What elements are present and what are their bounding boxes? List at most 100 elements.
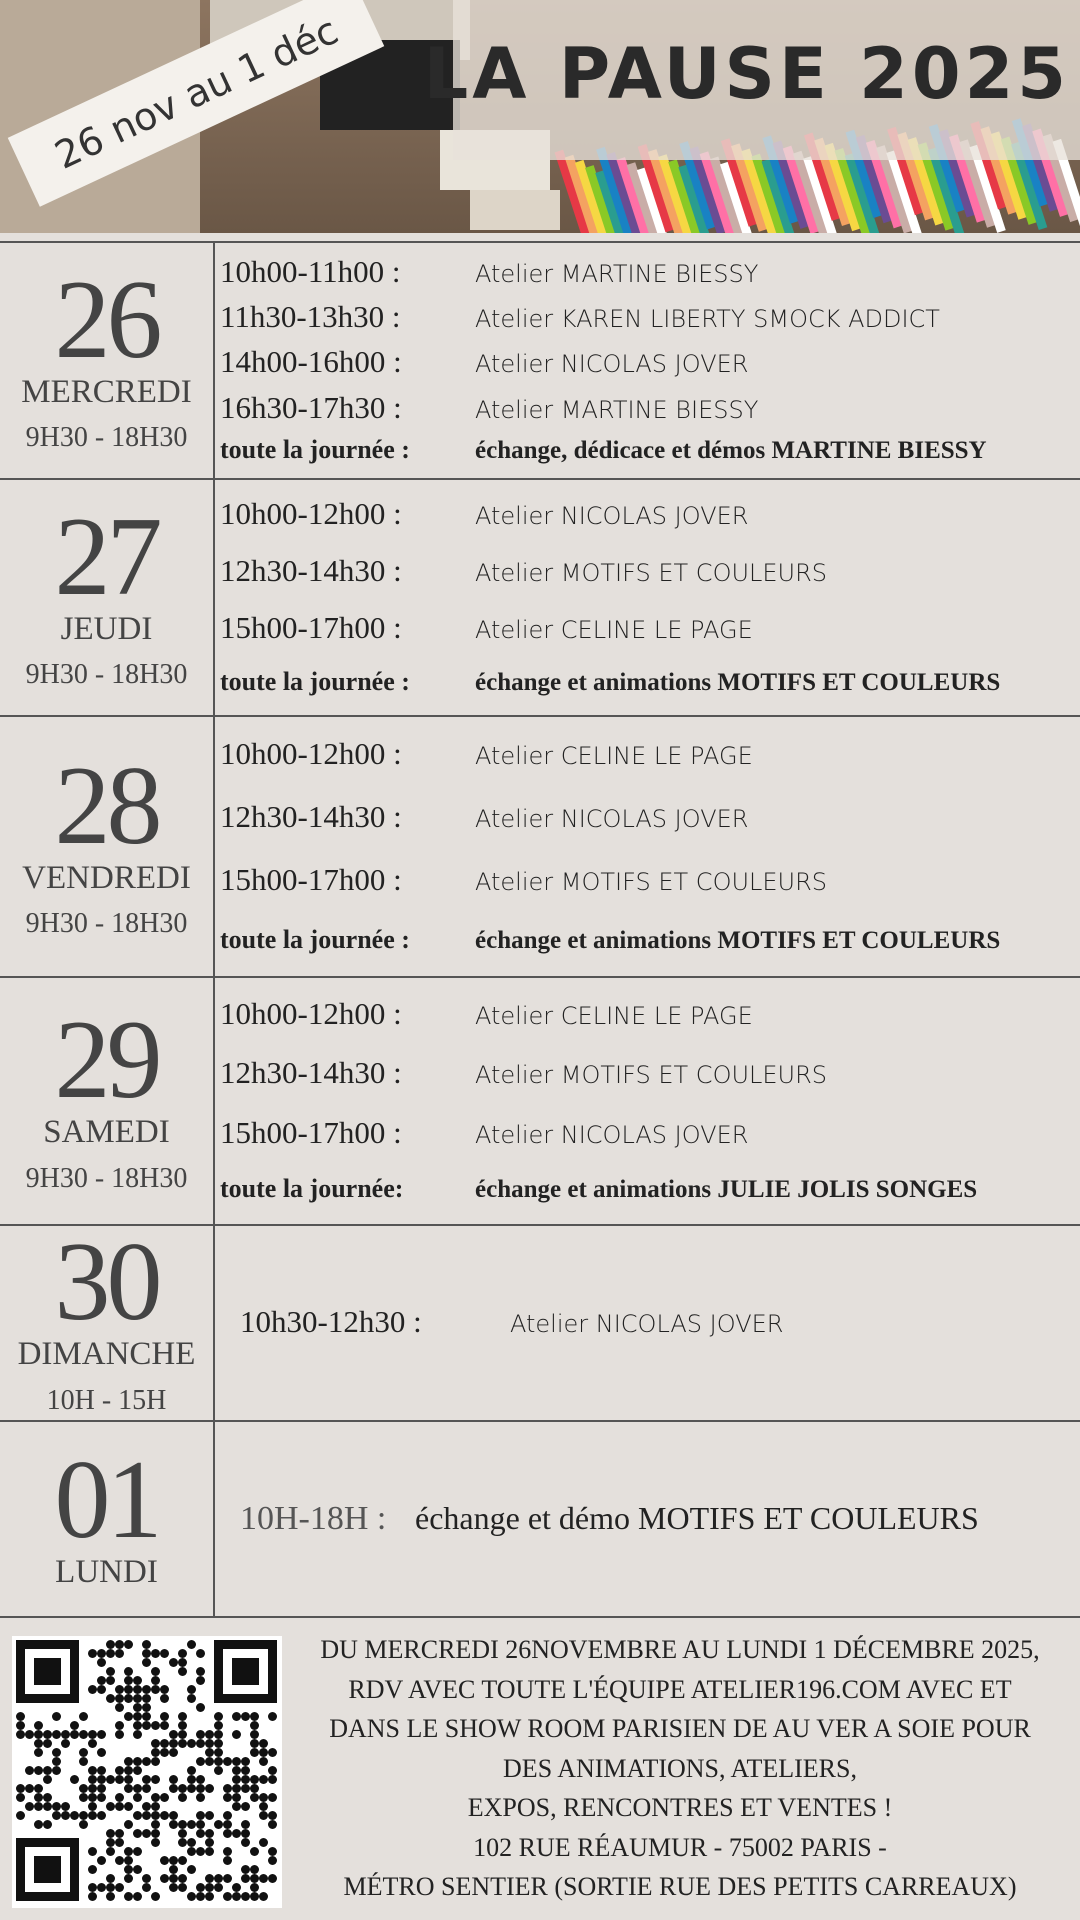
day-number: 29 [54, 998, 163, 1122]
slot-label: Atelier NICOLAS JOVER [475, 350, 749, 379]
slot-time: toute la journée : [220, 924, 410, 954]
header-photo: 26 nov au 1 déc LA PAUSE 2025 [0, 0, 1080, 233]
all-day-slot: toute la journée : échange et animations … [220, 667, 1080, 697]
slot-time: 15h00-17h00 : [220, 861, 402, 897]
slot-time: 10h30-12h30 : [240, 1304, 422, 1339]
slot-label: Atelier MOTIFS ET COULEURS [475, 1061, 828, 1090]
slot-label: échange et animations MOTIFS ET COULEURS [475, 926, 1001, 954]
slot-label: échange et animations JULIE JOLIS SONGES [475, 1176, 978, 1204]
slot-time: 10H-18H : [240, 1499, 387, 1537]
slot-time: 10h00-12h00 : [220, 995, 402, 1031]
slot: 12h30-14h30 : Atelier MOTIFS ET COULEURS [220, 553, 1080, 589]
day-slots: 10h30-12h30 : Atelier NICOLAS JOVER [215, 1226, 1080, 1420]
opening-hours: 10H - 15H [46, 1384, 167, 1416]
day: 28 VENDREDI 9H30 - 18H30 10h00-12h00 : Ateli… [0, 715, 1080, 976]
footer-line: MÉTRO SENTIER (SORTIE RUE DES PETITS CAR… [343, 1872, 1017, 1901]
day-label: 26 MERCREDI 9H30 - 18H30 [0, 243, 215, 478]
slot: 10h00-12h00 : Atelier CELINE LE PAGE [220, 996, 1080, 1032]
slot-time: 10h00-12h00 : [220, 736, 402, 772]
day-number: 28 [54, 743, 163, 868]
schedule: 26 MERCREDI 9H30 - 18H30 10h00-11h00 : Ateli… [0, 241, 1080, 1617]
slot-label: échange et animations MOTIFS ET COULEURS [475, 668, 1001, 696]
slot-time: toute la journée : [220, 666, 410, 696]
slot-time: 10h00-11h00 : [220, 253, 401, 289]
day-label: 28 VENDREDI 9H30 - 18H30 [0, 717, 215, 976]
day: 01 LUNDI 10H-18H : échange et démo MOTIFS E… [0, 1420, 1080, 1617]
day: 30 DIMANCHE 10H - 15H 10h30-12h30 : Atelier … [0, 1224, 1080, 1420]
all-day-slot: toute la journée : échange et animations … [220, 925, 1080, 955]
slot-label: Atelier NICOLAS JOVER [475, 805, 749, 834]
footer-text: DU MERCREDI 26NOVEMBRE AU LUNDI 1 DÉCEMB… [290, 1630, 1070, 1907]
day-number: 30 [54, 1220, 163, 1344]
footer-line: DES ANIMATIONS, ATELIERS, [503, 1753, 857, 1783]
slot-label: Atelier MOTIFS ET COULEURS [475, 867, 828, 896]
slot-time: 10h00-12h00 : [220, 496, 402, 532]
day-label: 29 SAMEDI 9H30 - 18H30 [0, 978, 215, 1224]
weekday: SAMEDI [43, 1114, 170, 1151]
slot-time: 16h30-17h30 : [220, 389, 402, 425]
slot-label: Atelier MOTIFS ET COULEURS [475, 559, 828, 588]
day-label: 01 LUNDI [0, 1422, 215, 1617]
day-slots: 10H-18H : échange et démo MOTIFS ET COULE… [215, 1422, 1080, 1617]
slot-time: toute la journée: [220, 1174, 404, 1204]
weekday: MERCREDI [21, 373, 192, 410]
slot-time: 15h00-17h00 : [220, 609, 402, 645]
slot-label: Atelier NICOLAS JOVER [475, 1120, 749, 1149]
slot: 10h00-12h00 : Atelier NICOLAS JOVER [220, 496, 1080, 532]
slot-label: échange, dédicace et démos MARTINE BIESS… [475, 437, 987, 465]
slot-time: 12h30-14h30 : [220, 553, 402, 589]
slot: 10h30-12h30 : Atelier NICOLAS JOVER [220, 1304, 1080, 1340]
slot: 10H-18H : échange et démo MOTIFS ET COULE… [220, 1500, 1080, 1538]
slot: 15h00-17h00 : Atelier NICOLAS JOVER [220, 1115, 1080, 1151]
weekday: JEUDI [60, 610, 153, 647]
footer-line: EXPOS, RENCONTRES ET VENTES ! [467, 1793, 893, 1822]
opening-hours: 9H30 - 18H30 [25, 1162, 188, 1194]
footer-line: 102 RUE RÉAUMUR - 75002 PARIS - [473, 1832, 887, 1862]
weekday: VENDREDI [22, 859, 191, 896]
slot-time: 11h30-13h30 : [220, 299, 401, 335]
slot-label: Atelier CELINE LE PAGE [475, 615, 753, 644]
day-label: 27 JEUDI 9H30 - 18H30 [0, 480, 215, 715]
opening-hours: 9H30 - 18H30 [25, 422, 188, 454]
opening-hours: 9H30 - 18H30 [25, 659, 188, 691]
day-slots: 10h00-12h00 : Atelier CELINE LE PAGE 12h30… [215, 717, 1080, 976]
day: 29 SAMEDI 9H30 - 18H30 10h00-12h00 : Atelier… [0, 976, 1080, 1224]
slot-label: Atelier CELINE LE PAGE [475, 1001, 753, 1030]
slot: 14h00-16h00 : Atelier NICOLAS JOVER [220, 344, 1080, 380]
day-slots: 10h00-12h00 : Atelier CELINE LE PAGE 12h30… [215, 978, 1080, 1224]
slot-time: 15h00-17h00 : [220, 1114, 402, 1150]
footer: DU MERCREDI 26NOVEMBRE AU LUNDI 1 DÉCEMB… [0, 1616, 1080, 1920]
day: 26 MERCREDI 9H30 - 18H30 10h00-11h00 : Ateli… [0, 241, 1080, 478]
slot-label: Atelier NICOLAS JOVER [510, 1310, 784, 1338]
footer-line: RDV AVEC TOUTE L'ÉQUIPE ATELIER196.COM A… [348, 1674, 1012, 1704]
slot-label: Atelier KAREN LIBERTY SMOCK ADDICT [475, 305, 940, 334]
slot-time: 12h30-14h30 : [220, 799, 402, 835]
slot-label: Atelier CELINE LE PAGE [475, 742, 753, 771]
slot: 10h00-11h00 : Atelier MARTINE BIESSY [220, 254, 1080, 290]
slot-time: toute la journée : [220, 435, 410, 465]
day: 27 JEUDI 9H30 - 18H30 10h00-12h00 : Atelier … [0, 478, 1080, 715]
all-day-slot: toute la journée : échange, dédicace et d… [220, 435, 1080, 465]
slot: 15h00-17h00 : Atelier MOTIFS ET COULEURS [220, 862, 1080, 898]
day-number: 27 [54, 494, 163, 619]
slot: 11h30-13h30 : Atelier KAREN LIBERTY SMOCK… [220, 299, 1080, 335]
slot-time: 12h30-14h30 : [220, 1055, 402, 1091]
slot-time: 14h00-16h00 : [220, 344, 402, 380]
day-label: 30 DIMANCHE 10H - 15H [0, 1226, 215, 1420]
slot: 12h30-14h30 : Atelier MOTIFS ET COULEURS [220, 1055, 1080, 1091]
footer-line: DANS LE SHOW ROOM PARISIEN DE AU VER A S… [329, 1714, 1031, 1743]
title: LA PAUSE 2025 [424, 33, 1070, 115]
footer-line: DU MERCREDI 26NOVEMBRE AU LUNDI 1 DÉCEMB… [320, 1635, 1040, 1664]
day-number: 26 [54, 257, 163, 382]
header: 26 nov au 1 déc LA PAUSE 2025 [0, 0, 1080, 233]
all-day-slot: toute la journée: échange et animations J… [220, 1174, 1080, 1204]
day-slots: 10h00-11h00 : Atelier MARTINE BIESSY 11h30… [215, 243, 1080, 478]
opening-hours: 9H30 - 18H30 [25, 908, 188, 940]
slot: 10h00-12h00 : Atelier CELINE LE PAGE [220, 736, 1080, 772]
slot: 12h30-14h30 : Atelier NICOLAS JOVER [220, 799, 1080, 835]
slot: 15h00-17h00 : Atelier CELINE LE PAGE [220, 610, 1080, 646]
slot: 16h30-17h30 : Atelier MARTINE BIESSY [220, 390, 1080, 426]
slot-label: échange et démo MOTIFS ET COULEURS [415, 1499, 979, 1536]
weekday: DIMANCHE [17, 1336, 196, 1373]
